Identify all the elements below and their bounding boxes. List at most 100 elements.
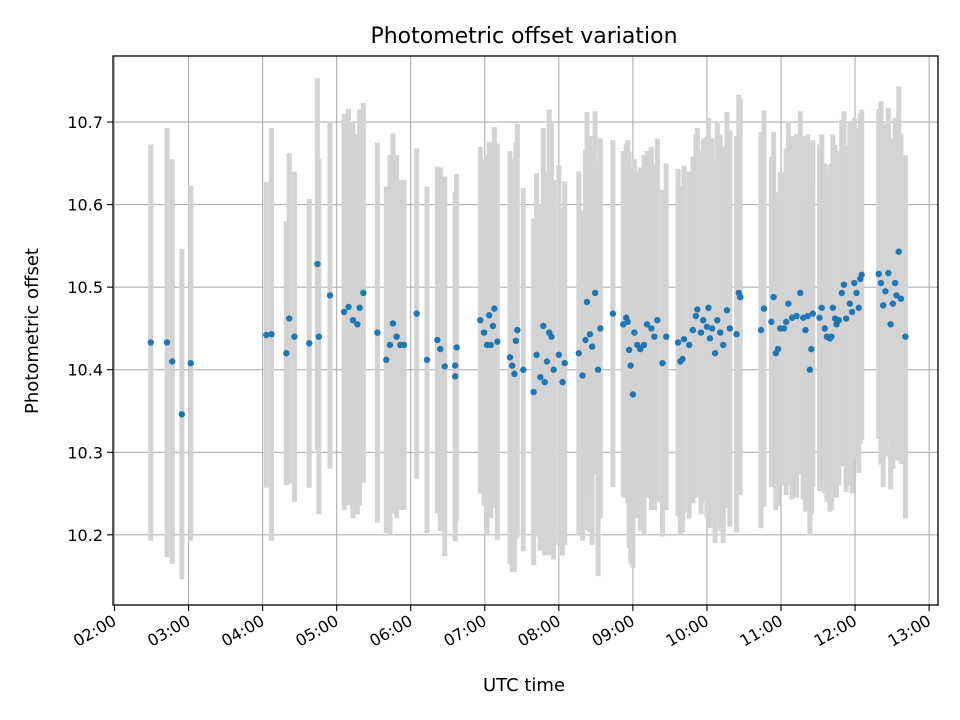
x-tick-label: 02:00 [70, 611, 119, 651]
data-point [717, 329, 724, 336]
data-point [887, 321, 894, 328]
data-point [383, 356, 390, 364]
data-point [437, 345, 444, 353]
data-point [583, 298, 591, 306]
data-point [453, 344, 460, 351]
y-tick-label: 10.4 [67, 361, 103, 380]
data-point [846, 300, 854, 307]
data-point [629, 391, 637, 398]
data-point [768, 318, 775, 326]
data-point [840, 281, 848, 288]
data-point [842, 315, 850, 322]
data-point [268, 331, 275, 338]
data-point [451, 362, 459, 369]
data-point [283, 350, 290, 357]
data-point [555, 351, 563, 359]
data-point [804, 312, 811, 320]
data-point [489, 322, 497, 330]
data-point [631, 329, 638, 336]
data-point [829, 304, 837, 311]
data-points [147, 248, 909, 418]
x-tick-label: 11:00 [737, 611, 786, 651]
data-point [821, 325, 828, 332]
x-tick-label: 13:00 [885, 611, 934, 651]
data-point [760, 305, 768, 312]
data-point [793, 312, 800, 320]
data-point [855, 304, 862, 311]
data-point [356, 304, 363, 311]
data-point [594, 366, 602, 373]
data-point [700, 316, 707, 324]
data-point [625, 346, 633, 354]
x-tick-label: 06:00 [366, 611, 415, 651]
data-point [543, 358, 551, 365]
data-point [882, 288, 889, 295]
data-point [711, 350, 719, 357]
data-point [389, 320, 397, 327]
data-point [559, 378, 566, 386]
x-tick-label: 08:00 [514, 611, 563, 651]
data-point [326, 292, 334, 299]
x-tick-label: 12:00 [811, 611, 860, 651]
data-point [654, 316, 661, 324]
data-point [582, 336, 589, 344]
data-point [494, 338, 501, 345]
data-point [640, 341, 648, 349]
data-point [548, 333, 555, 340]
data-point [853, 289, 860, 297]
data-point [648, 325, 655, 332]
data-point [651, 333, 658, 340]
x-tick-label: 10:00 [663, 611, 712, 651]
data-point [780, 325, 788, 332]
data-point [451, 373, 459, 380]
data-point [680, 335, 688, 343]
data-point [806, 366, 814, 373]
data-point [591, 289, 599, 297]
data-point [508, 362, 516, 369]
data-point [540, 322, 547, 330]
data-point [147, 339, 154, 346]
data-point [511, 370, 518, 378]
x-tick-label: 03:00 [144, 611, 193, 651]
data-point [178, 411, 186, 418]
data-point [550, 366, 557, 373]
data-point [726, 325, 734, 332]
data-point [423, 356, 431, 364]
data-point [624, 318, 631, 326]
data-point [441, 363, 448, 370]
chart-title: Photometric offset variation [370, 24, 677, 49]
y-axis-label: Photometric offset [22, 248, 43, 414]
data-point [187, 359, 194, 367]
data-point [349, 316, 357, 324]
data-point [879, 302, 887, 309]
data-point [627, 362, 634, 369]
data-point [694, 306, 701, 313]
data-point [714, 316, 721, 324]
data-point [705, 304, 712, 311]
data-point [895, 248, 902, 255]
data-point [345, 303, 352, 311]
data-point [708, 325, 716, 332]
data-point [816, 314, 823, 321]
data-point [575, 350, 583, 357]
data-point [291, 333, 298, 340]
data-point [637, 345, 644, 353]
data-point [609, 310, 617, 317]
y-axis-ticks: 10.2 10.3 10.4 10.5 10.6 10.7 [67, 113, 113, 545]
data-point [659, 359, 666, 367]
data-point [706, 335, 714, 342]
data-point [770, 293, 777, 301]
data-point [877, 279, 885, 287]
x-tick-label: 05:00 [292, 611, 341, 651]
data-point [663, 333, 670, 340]
data-point [643, 321, 651, 328]
data-point [413, 310, 420, 317]
data-point [689, 326, 697, 334]
data-point [809, 310, 817, 317]
data-point [306, 340, 313, 347]
data-point [533, 351, 540, 359]
data-point [679, 355, 686, 363]
data-point [757, 326, 765, 334]
data-point [851, 279, 858, 287]
